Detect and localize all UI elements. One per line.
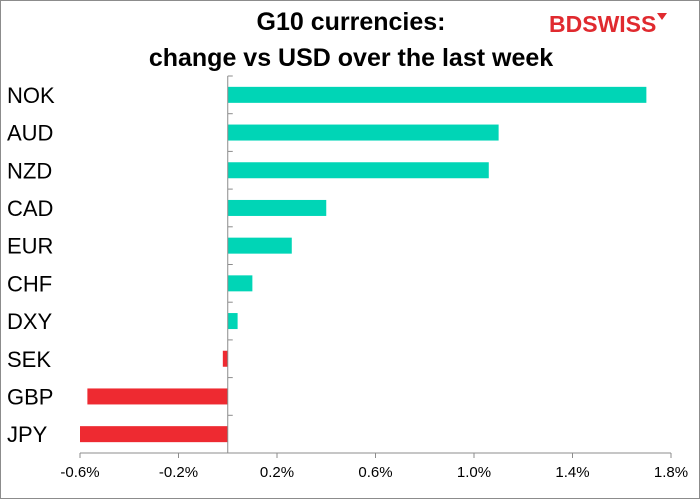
category-label-aud: AUD — [7, 121, 53, 146]
category-label-nok: NOK — [7, 83, 55, 108]
logo-text-swiss-label: SWISS — [582, 11, 657, 37]
bar-nok — [227, 86, 647, 103]
category-label-dxy: DXY — [7, 309, 53, 334]
category-label-gbp: GBP — [7, 384, 53, 409]
bar-nzd — [227, 162, 489, 179]
category-label-chf: CHF — [7, 271, 52, 296]
bar-dxy — [227, 313, 238, 330]
x-tick-label: 1.4% — [555, 464, 589, 481]
category-label-nzd: NZD — [7, 158, 52, 183]
chart-title: G10 currencies: — [256, 8, 446, 36]
x-tick-label: 0.6% — [358, 464, 392, 481]
bar-jpy — [80, 426, 228, 443]
x-tick-label: 1.0% — [457, 464, 491, 481]
category-label-eur: EUR — [7, 234, 53, 259]
logo-text-swiss: SWISS — [582, 11, 668, 38]
category-label-cad: CAD — [7, 196, 53, 221]
bar-sek — [222, 350, 228, 367]
x-tick-label: -0.6% — [60, 464, 99, 481]
bar-chf — [227, 275, 253, 292]
x-tick-label: 0.2% — [260, 464, 294, 481]
bar-gbp — [87, 388, 228, 405]
logo-text-bd: BD — [549, 11, 583, 37]
x-tick-label: 1.8% — [654, 464, 688, 481]
category-label-sek: SEK — [7, 347, 51, 372]
category-label-jpy: JPY — [7, 422, 48, 447]
logo-swiss-mark-icon — [657, 13, 668, 20]
bar-aud — [227, 124, 499, 141]
bar-cad — [227, 199, 327, 216]
chart-subtitle: change vs USD over the last week — [148, 44, 554, 72]
bdswiss-logo: BD SWISS — [549, 11, 668, 38]
bar-eur — [227, 237, 292, 254]
x-tick-label: -0.2% — [159, 464, 198, 481]
